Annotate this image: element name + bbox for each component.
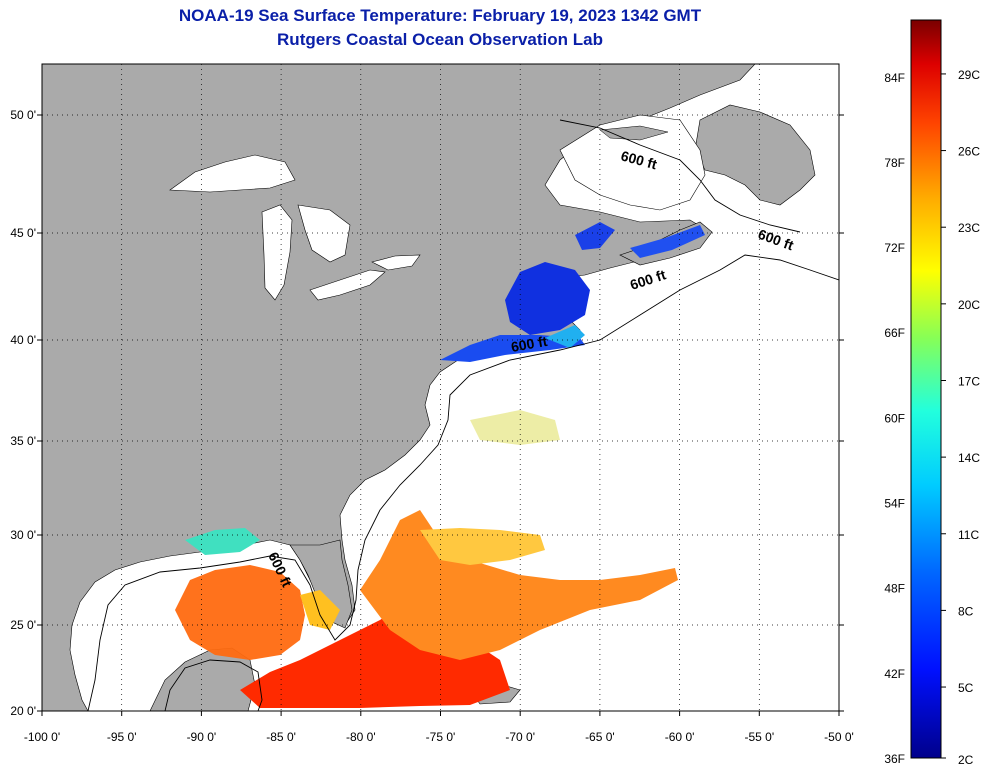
longitude-axis: -100 0' -95 0' -90 0' -85 0' -80 0' -75 0' -70… [24,711,854,744]
gulf-of-st-lawrence [559,114,706,211]
longitude-label: -55 0' [744,730,774,744]
latitude-label: 45 0' [10,226,36,240]
colorbar-f-label: 42F [884,667,905,681]
colorbar-c-label: 17C [958,374,980,388]
isobath-600ft-line-north [559,119,801,233]
longitude-label: -70 0' [505,730,535,744]
longitude-label: -60 0' [665,730,695,744]
map-title: NOAA-19 Sea Surface Temperature: Februar… [178,6,702,25]
anticosti-island [599,125,669,141]
colorbar-f-label: 48F [884,582,905,596]
longitude-label: -50 0' [824,730,854,744]
colorbar-c-label: 5C [958,681,974,695]
sst-atlantic-yellow [420,528,545,565]
colorbar-c-label: 2C [958,753,974,767]
sst-scotian-shelf-blue [630,225,705,258]
temperature-colorbar [910,19,942,759]
colorbar-f-label: 84F [884,71,905,85]
sst-gulf-coast-cyan [185,528,260,555]
colorbar-celsius-labels: 29C 26C 23C 20C 17C 14C 11C 8C 5C 2C [958,68,980,767]
sst-scattered-yellow [470,410,560,445]
colorbar-c-label: 11C [958,528,979,542]
sst-bay-of-fundy-blue [575,222,615,250]
colorbar-c-label: 29C [958,68,980,82]
land-newfoundland [694,104,816,206]
colorbar-fahrenheit-labels: 84F 78F 72F 66F 60F 54F 48F 42F 36F [884,71,905,766]
longitude-label: -65 0' [585,730,615,744]
longitude-label: -80 0' [346,730,376,744]
sst-shelf-edge-cyan [545,325,585,348]
sst-gulf-yellow [300,590,340,630]
colorbar-c-label: 26C [958,145,980,159]
longitude-label: -95 0' [107,730,137,744]
colorbar-f-label: 78F [884,156,905,170]
colorbar-f-label: 54F [884,497,905,511]
lake-ontario [371,254,421,271]
latitude-label: 20 0' [10,704,36,718]
latitude-label: 30 0' [10,528,36,542]
colorbar-f-label: 60F [884,411,905,425]
colorbar-c-label: 20C [958,298,980,312]
lake-superior [169,154,296,193]
latitude-label: 35 0' [10,434,36,448]
latitude-label: 50 0' [10,108,36,122]
latitude-axis: 50 0' 45 0' 40 0' 35 0' 30 0' 25 0' 20 0' [10,108,844,718]
lake-huron [297,204,351,263]
sst-shelf-blue [440,335,585,362]
colorbar-f-label: 66F [884,326,905,340]
colorbar-c-label: 23C [958,221,980,235]
longitude-label: -90 0' [187,730,217,744]
isobath-600ft-line-gulf [164,659,263,711]
colorbar-ticks [941,73,946,759]
longitude-label: -85 0' [266,730,296,744]
longitude-label: -100 0' [24,730,60,744]
sst-gulf-of-maine-blue [505,262,590,335]
isobath-600ft-line [87,254,839,711]
map-area [42,64,839,711]
latitude-label: 40 0' [10,333,36,347]
lake-erie [309,269,386,301]
colorbar-c-label: 8C [958,604,974,618]
colorbar-f-label: 36F [884,752,905,766]
latitude-label: 25 0' [10,618,36,632]
land-florida [289,539,353,629]
colorbar-c-label: 14C [958,451,980,465]
lake-michigan [261,204,293,301]
colorbar-f-label: 72F [884,241,905,255]
map-subtitle: Rutgers Coastal Ocean Observation Lab [277,30,603,49]
isobath-label: 600 ft [510,333,549,355]
longitude-label: -75 0' [426,730,456,744]
sst-gulf-warm [175,565,305,660]
